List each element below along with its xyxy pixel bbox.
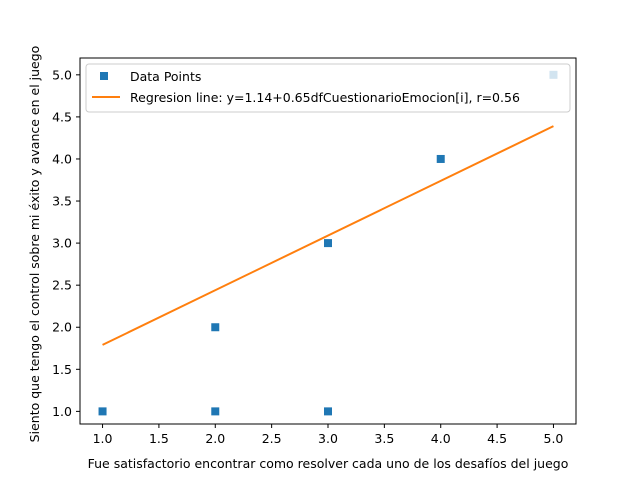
data-point [98, 407, 107, 416]
y-ticks: 1.0 1.5 2.0 2.5 3.0 3.5 4.0 4.5 5.0 [52, 67, 80, 419]
legend-box [85, 63, 571, 113]
x-tick-label: 1.5 [149, 431, 169, 446]
x-tick-label: 4.0 [431, 431, 451, 446]
y-tick-label: 1.0 [52, 404, 72, 419]
legend: Data Points Regresion line: y=1.14+0.65d… [85, 63, 571, 113]
data-point [324, 407, 332, 416]
data-point [211, 407, 220, 416]
y-tick-label: 4.0 [52, 151, 72, 166]
x-tick-label: 2.0 [205, 431, 225, 446]
x-tick-label: 3.0 [318, 431, 338, 446]
y-tick-label: 3.5 [52, 194, 72, 209]
y-tick-label: 2.0 [52, 320, 72, 335]
data-point [324, 239, 332, 248]
data-point [211, 323, 220, 332]
data-point [436, 154, 445, 163]
x-tick-label: 1.0 [93, 431, 113, 446]
y-tick-label: 4.5 [52, 109, 72, 124]
regression-line [102, 125, 554, 346]
y-axis-label: Siento que tengo el control sobre mi éxi… [27, 46, 42, 443]
y-tick-label: 1.5 [52, 362, 72, 377]
y-tick-label: 5.0 [52, 67, 72, 82]
x-tick-label: 4.5 [487, 431, 507, 446]
y-tick-label: 2.5 [52, 278, 72, 293]
plot-frame [79, 57, 577, 425]
x-tick-label: 5.0 [544, 431, 564, 446]
regression-line-group [102, 125, 554, 346]
x-ticks: 1.0 1.5 2.0 2.5 3.0 3.5 4.0 4.5 5.0 [93, 424, 564, 446]
x-axis-label: Fue satisfactorio encontrar como resolve… [88, 456, 569, 471]
y-tick-label: 3.0 [52, 236, 72, 251]
legend-marker-data-points [100, 72, 108, 80]
legend-label-data-points: Data Points [130, 69, 201, 84]
x-tick-label: 3.5 [374, 431, 394, 446]
x-tick-label: 2.5 [262, 431, 282, 446]
legend-label-regression: Regresion line: y=1.14+0.65dfCuestionari… [130, 90, 520, 105]
